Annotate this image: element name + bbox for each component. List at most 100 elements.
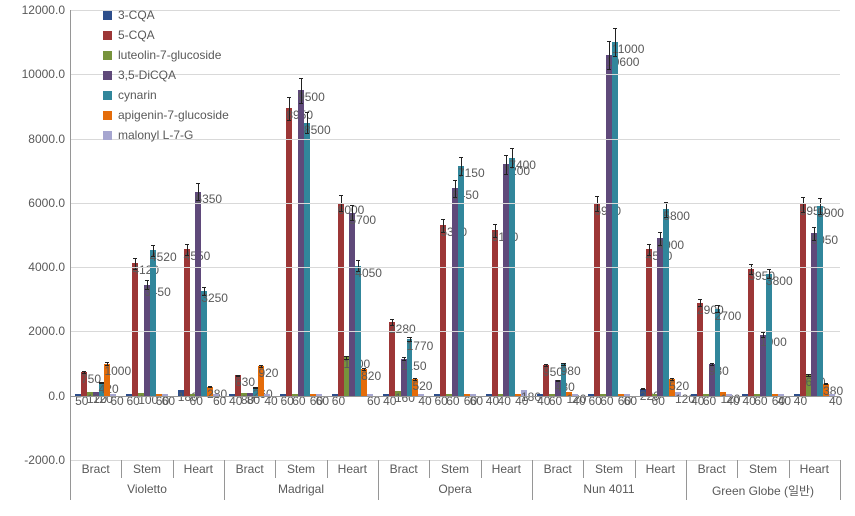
error-bar bbox=[99, 382, 103, 383]
gridline bbox=[70, 267, 840, 268]
gridline bbox=[70, 203, 840, 204]
error-bar bbox=[658, 232, 662, 245]
y-tick-label: 12000.0 bbox=[5, 3, 65, 17]
bar: 4120 bbox=[132, 263, 138, 395]
legend-swatch bbox=[103, 111, 112, 120]
error-bar bbox=[698, 299, 702, 306]
error-bar bbox=[202, 287, 206, 295]
error-bar bbox=[305, 112, 309, 134]
bar: 920 bbox=[258, 366, 264, 396]
legend-item: 3-CQA bbox=[103, 6, 229, 24]
error-bar bbox=[561, 363, 565, 366]
error-bar bbox=[287, 97, 291, 120]
legend-label: luteolin-7-glucoside bbox=[118, 46, 221, 64]
bar: 520 bbox=[412, 379, 418, 396]
bar: 5800 bbox=[663, 209, 669, 395]
y-tick-label: 2000.0 bbox=[5, 324, 65, 338]
error-bar bbox=[441, 219, 445, 233]
error-bar bbox=[607, 41, 611, 68]
bar: 5950 bbox=[800, 204, 806, 395]
bar: 2280 bbox=[389, 322, 395, 395]
legend-swatch bbox=[103, 71, 112, 80]
bar: 2900 bbox=[697, 303, 703, 396]
legend-swatch bbox=[103, 31, 112, 40]
error-bar bbox=[299, 78, 303, 102]
error-bar bbox=[818, 198, 822, 213]
error-bar bbox=[613, 28, 617, 56]
bar: 8950 bbox=[286, 108, 292, 396]
legend-item: luteolin-7-glucoside bbox=[103, 46, 229, 64]
x-cultivar-sep bbox=[70, 460, 71, 500]
gridline bbox=[70, 396, 840, 397]
chart-container: 3-CQA 5-CQA luteolin-7-glucoside 3,5-DiCQA c… bbox=[0, 0, 855, 516]
error-bar bbox=[259, 365, 263, 367]
legend-item: 5-CQA bbox=[103, 26, 229, 44]
bar: 3250 bbox=[201, 291, 207, 395]
bar: 7400 bbox=[509, 158, 515, 396]
error-bar bbox=[362, 368, 366, 370]
error-bar bbox=[647, 244, 651, 256]
error-bar bbox=[641, 388, 645, 389]
error-bar bbox=[806, 374, 810, 376]
error-bar bbox=[105, 362, 109, 365]
y-axis-line bbox=[70, 10, 71, 460]
legend-label: 3-CQA bbox=[118, 6, 155, 24]
error-bar bbox=[459, 157, 463, 175]
error-bar bbox=[413, 378, 417, 379]
legend-swatch bbox=[103, 51, 112, 60]
x-cultivar-sep bbox=[686, 460, 687, 500]
error-bar bbox=[493, 224, 497, 237]
error-bar bbox=[253, 387, 257, 388]
error-bar bbox=[196, 183, 200, 199]
bar: 950 bbox=[543, 365, 549, 396]
y-tick-label: 10000.0 bbox=[5, 67, 65, 81]
error-bar bbox=[350, 205, 354, 220]
x-cultivar-sep bbox=[224, 460, 225, 500]
error-bar bbox=[544, 364, 548, 366]
error-bar bbox=[407, 337, 411, 342]
error-bar bbox=[801, 197, 805, 212]
bar: 4550 bbox=[184, 249, 190, 395]
error-bar bbox=[344, 356, 348, 359]
bar: 5150 bbox=[492, 230, 498, 396]
error-bar bbox=[715, 305, 719, 312]
error-bar bbox=[824, 383, 828, 384]
bar: 5300 bbox=[440, 225, 446, 395]
y-tick-label: 0.0 bbox=[5, 389, 65, 403]
bar: 1000 bbox=[104, 364, 110, 396]
legend-item: malonyl L-7-G bbox=[103, 126, 229, 144]
bar: 8500 bbox=[304, 123, 310, 396]
error-bar bbox=[761, 332, 765, 337]
error-bar bbox=[185, 244, 189, 256]
y-tick-label: 4000.0 bbox=[5, 260, 65, 274]
bar: 5980 bbox=[594, 204, 600, 396]
error-bar bbox=[236, 375, 240, 377]
bar: 5900 bbox=[817, 206, 823, 396]
y-tick-label: -2000.0 bbox=[5, 453, 65, 467]
x-cultivar-sep bbox=[378, 460, 379, 500]
x-cultivar-sep bbox=[532, 460, 533, 500]
error-bar bbox=[390, 319, 394, 325]
y-tick-label: 6000.0 bbox=[5, 196, 65, 210]
error-bar bbox=[151, 245, 155, 257]
error-bar bbox=[710, 363, 714, 366]
error-bar bbox=[504, 155, 508, 174]
error-bar bbox=[767, 269, 771, 279]
bar: 4550 bbox=[646, 249, 652, 395]
legend-label: apigenin-7-glucoside bbox=[118, 106, 229, 124]
bar: 3800 bbox=[766, 274, 772, 396]
error-bar bbox=[82, 371, 86, 373]
x-axis-cultivar-separators bbox=[70, 460, 840, 500]
legend: 3-CQA 5-CQA luteolin-7-glucoside 3,5-DiCQA c… bbox=[103, 6, 229, 146]
bar: 2700 bbox=[715, 309, 721, 396]
legend-label: 3,5-DiCQA bbox=[118, 66, 176, 84]
error-bar bbox=[145, 280, 149, 289]
legend-label: malonyl L-7-G bbox=[118, 126, 193, 144]
bar: 820 bbox=[361, 369, 367, 395]
legend-label: cynarin bbox=[118, 86, 157, 104]
bar: 11000 bbox=[612, 42, 618, 396]
legend-item: apigenin-7-glucoside bbox=[103, 106, 229, 124]
error-bar bbox=[664, 202, 668, 217]
legend-item: cynarin bbox=[103, 86, 229, 104]
bar: 7150 bbox=[458, 166, 464, 396]
